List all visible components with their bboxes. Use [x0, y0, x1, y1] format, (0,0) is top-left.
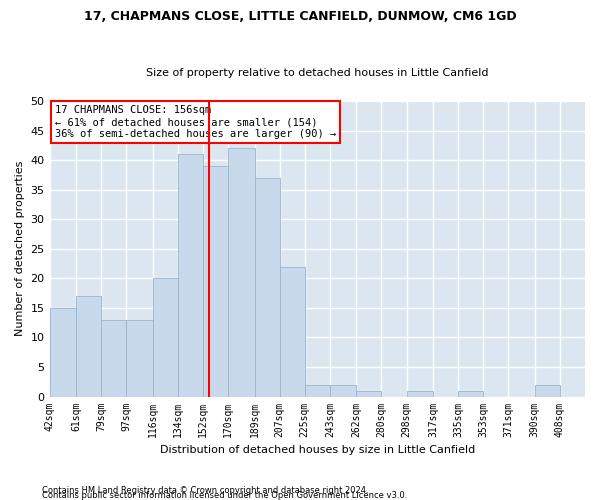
X-axis label: Distribution of detached houses by size in Little Canfield: Distribution of detached houses by size …: [160, 445, 475, 455]
Bar: [254, 178, 280, 396]
Text: 17, CHAPMANS CLOSE, LITTLE CANFIELD, DUNMOW, CM6 1GD: 17, CHAPMANS CLOSE, LITTLE CANFIELD, DUN…: [83, 10, 517, 23]
Bar: [203, 166, 228, 396]
Text: Contains HM Land Registry data © Crown copyright and database right 2024.: Contains HM Land Registry data © Crown c…: [42, 486, 368, 495]
Text: 17 CHAPMANS CLOSE: 156sqm
← 61% of detached houses are smaller (154)
36% of semi: 17 CHAPMANS CLOSE: 156sqm ← 61% of detac…: [55, 106, 336, 138]
Bar: [101, 320, 126, 396]
Title: Size of property relative to detached houses in Little Canfield: Size of property relative to detached ho…: [146, 68, 488, 78]
Bar: [458, 390, 483, 396]
Bar: [407, 390, 433, 396]
Bar: [535, 384, 560, 396]
Bar: [305, 384, 330, 396]
Bar: [153, 278, 178, 396]
Bar: [330, 384, 356, 396]
Bar: [178, 154, 203, 396]
Bar: [126, 320, 153, 396]
Bar: [356, 390, 382, 396]
Bar: [228, 148, 254, 396]
Bar: [50, 308, 76, 396]
Text: Contains public sector information licensed under the Open Government Licence v3: Contains public sector information licen…: [42, 491, 407, 500]
Bar: [280, 266, 305, 396]
Y-axis label: Number of detached properties: Number of detached properties: [15, 161, 25, 336]
Bar: [76, 296, 101, 396]
